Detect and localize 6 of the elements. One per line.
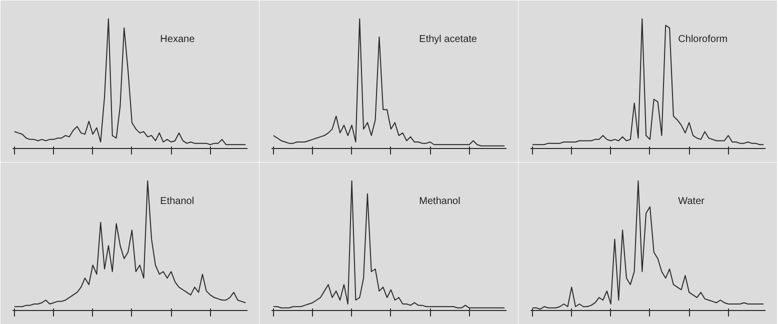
text: Water <box>678 196 706 207</box>
text: Ethyl acetate <box>419 34 478 45</box>
text: Chloroform <box>678 34 728 45</box>
text: Methanol <box>419 196 460 207</box>
text: Hexane <box>160 34 196 45</box>
text: Ethanol <box>160 196 194 207</box>
